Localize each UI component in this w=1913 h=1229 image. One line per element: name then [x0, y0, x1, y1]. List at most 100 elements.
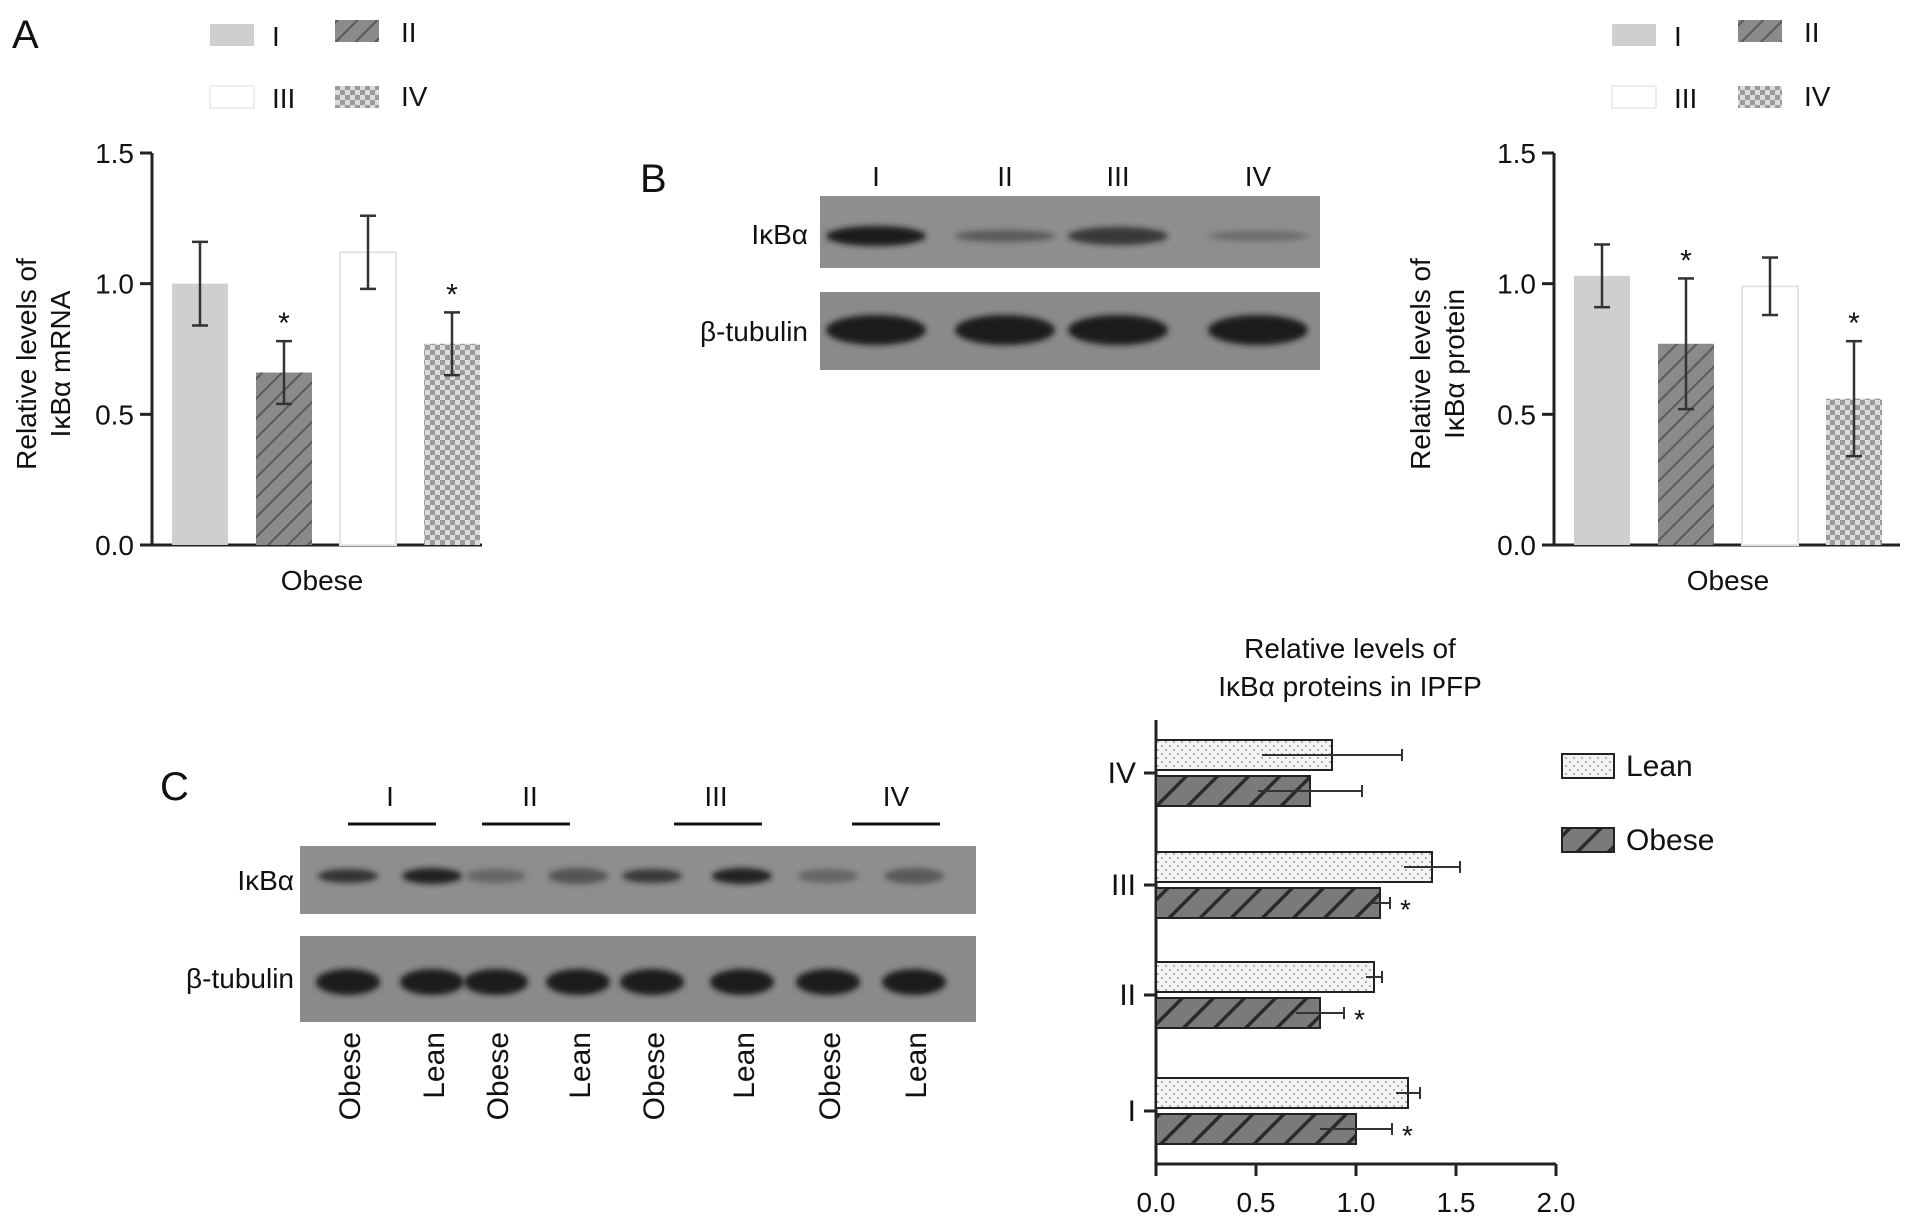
legend-swatch-iii [209, 85, 255, 109]
band-ikba-lane-iii [1068, 227, 1168, 245]
legend-b: I II III IV [1611, 17, 1831, 114]
blot-lane-label: Obese [638, 1032, 671, 1120]
x-tick-label: 1.0 [1337, 1187, 1376, 1218]
band-tubulin-lane [796, 969, 860, 995]
band-ikba-lane-ii [955, 230, 1055, 242]
band-tubulin-lane [710, 969, 774, 995]
x-axis-label: Obese [281, 565, 364, 596]
blot-lane-label: Lean [418, 1032, 451, 1099]
bar-i [172, 283, 228, 545]
blot-lane-label: Lean [900, 1032, 933, 1099]
bar-lean [1155, 1077, 1409, 1109]
legend-c: Lean Obese [1561, 750, 1714, 857]
bar-iii [1741, 285, 1799, 546]
panel-label-c: C [160, 765, 189, 809]
legend-label-i: I [272, 21, 280, 52]
band-tubulin-lane [464, 969, 528, 995]
x-tick-label: 0.5 [1237, 1187, 1276, 1218]
significance-marker: * [1680, 244, 1692, 277]
legend-label-iv: IV [401, 81, 428, 112]
panel-label-b: B [640, 157, 667, 201]
y-tick-label: 1.0 [95, 269, 134, 300]
bar-iv [424, 343, 480, 545]
chart-protein: Relative levels of IκBα protein Obese 0.… [1405, 138, 1900, 596]
chart-ipfp: Relative levels of IκBα proteins in IPFP… [1108, 633, 1715, 1218]
band-ikba-lane [622, 869, 682, 883]
legend-swatch-i [1612, 24, 1656, 46]
blot-lane-label: Obese [814, 1032, 847, 1120]
y-tick-label: 0.5 [1497, 399, 1536, 430]
legend-swatch-obese [1561, 827, 1615, 853]
y-tick-label: 1.5 [1497, 138, 1536, 169]
y-axis-label-line-2: IκBα protein [1439, 289, 1470, 439]
y-tick-label: IV [1108, 757, 1136, 790]
y-tick-label: 0.5 [95, 399, 134, 430]
blot-lane-label: Obese [482, 1032, 515, 1120]
legend-swatch-i [210, 24, 254, 46]
blot-lane-label-ii: II [997, 161, 1013, 192]
y-tick-label: 1.0 [1497, 269, 1536, 300]
y-tick-label: I [1128, 1095, 1136, 1128]
y-axis-label-line-2: IκBα mRNA [45, 290, 76, 437]
x-tick-label: 1.5 [1437, 1187, 1476, 1218]
legend-label-ii: II [401, 17, 417, 48]
significance-marker: * [1354, 1004, 1365, 1035]
y-tick-label: III [1111, 869, 1136, 902]
blot-lane-label-iv: IV [1245, 161, 1272, 192]
y-axis-label-line-1: Relative levels of [1405, 258, 1436, 470]
blot-lane-label: Obese [334, 1032, 367, 1120]
western-blot-c: IκBα β-tubulin I II III IV Obese Lean Obes… [186, 781, 976, 1120]
bar-obese [1155, 887, 1381, 919]
legend-a: I II III IV [209, 17, 428, 114]
legend-swatch-iv [335, 86, 379, 108]
legend-swatch-ii [1738, 20, 1782, 42]
band-tubulin-lane [546, 969, 610, 995]
legend-label-i: I [1674, 21, 1682, 52]
significance-marker: * [1400, 894, 1411, 925]
band-ikba-lane [798, 869, 858, 883]
significance-marker: * [278, 307, 290, 340]
legend-swatch-ii [335, 20, 379, 42]
blot-row-label-tubulin: β-tubulin [700, 316, 808, 347]
legend-swatch-iii [1611, 85, 1657, 109]
band-ikba-lane [884, 868, 944, 884]
x-tick-label: 2.0 [1537, 1187, 1576, 1218]
chart-mrna: Relative levels of IκBα mRNA Obese 0.0 0.… [11, 138, 482, 596]
legend-swatch-lean [1561, 753, 1615, 779]
legend-swatch-iv [1738, 86, 1782, 108]
chart-title-line-1: Relative levels of [1244, 633, 1456, 664]
band-tubulin-lane [882, 969, 946, 995]
bar-lean [1155, 851, 1433, 883]
significance-marker: * [1848, 307, 1860, 340]
band-ikba-lane [318, 869, 378, 883]
western-blot-b: IκBα β-tubulin I II III IV [700, 161, 1320, 370]
legend-label-iii: III [1674, 83, 1697, 114]
bar-obese [1155, 997, 1321, 1029]
blot-row-label-ikba: IκBα [751, 219, 808, 250]
band-tubulin-lane [400, 969, 464, 995]
y-axis-label-line-1: Relative levels of [11, 258, 42, 470]
significance-marker: * [1402, 1120, 1413, 1151]
blot-lane-label-i: I [872, 161, 880, 192]
band-ikba-lane-iv [1208, 231, 1308, 241]
blot-group-label-ii: II [522, 781, 538, 812]
y-tick-label: 0.0 [1497, 530, 1536, 561]
band-tubulin-lane-i [826, 315, 926, 345]
blot-group-label-i: I [386, 781, 394, 812]
blot-row-label-tubulin: β-tubulin [186, 963, 294, 994]
x-axis-label: Obese [1687, 565, 1770, 596]
bar-lean [1155, 961, 1375, 993]
significance-marker: * [446, 278, 458, 311]
blot-lane-label: Lean [564, 1032, 597, 1099]
blot-lane-label-iii: III [1106, 161, 1129, 192]
band-tubulin-lane-ii [955, 315, 1055, 345]
band-tubulin-lane-iii [1068, 315, 1168, 345]
band-ikba-lane [402, 868, 462, 884]
legend-label-iii: III [272, 83, 295, 114]
band-ikba-lane [548, 868, 608, 884]
y-tick-label: II [1119, 979, 1136, 1012]
band-ikba-lane [712, 868, 772, 884]
bar-iii [339, 251, 397, 546]
band-tubulin-lane-iv [1208, 315, 1308, 345]
